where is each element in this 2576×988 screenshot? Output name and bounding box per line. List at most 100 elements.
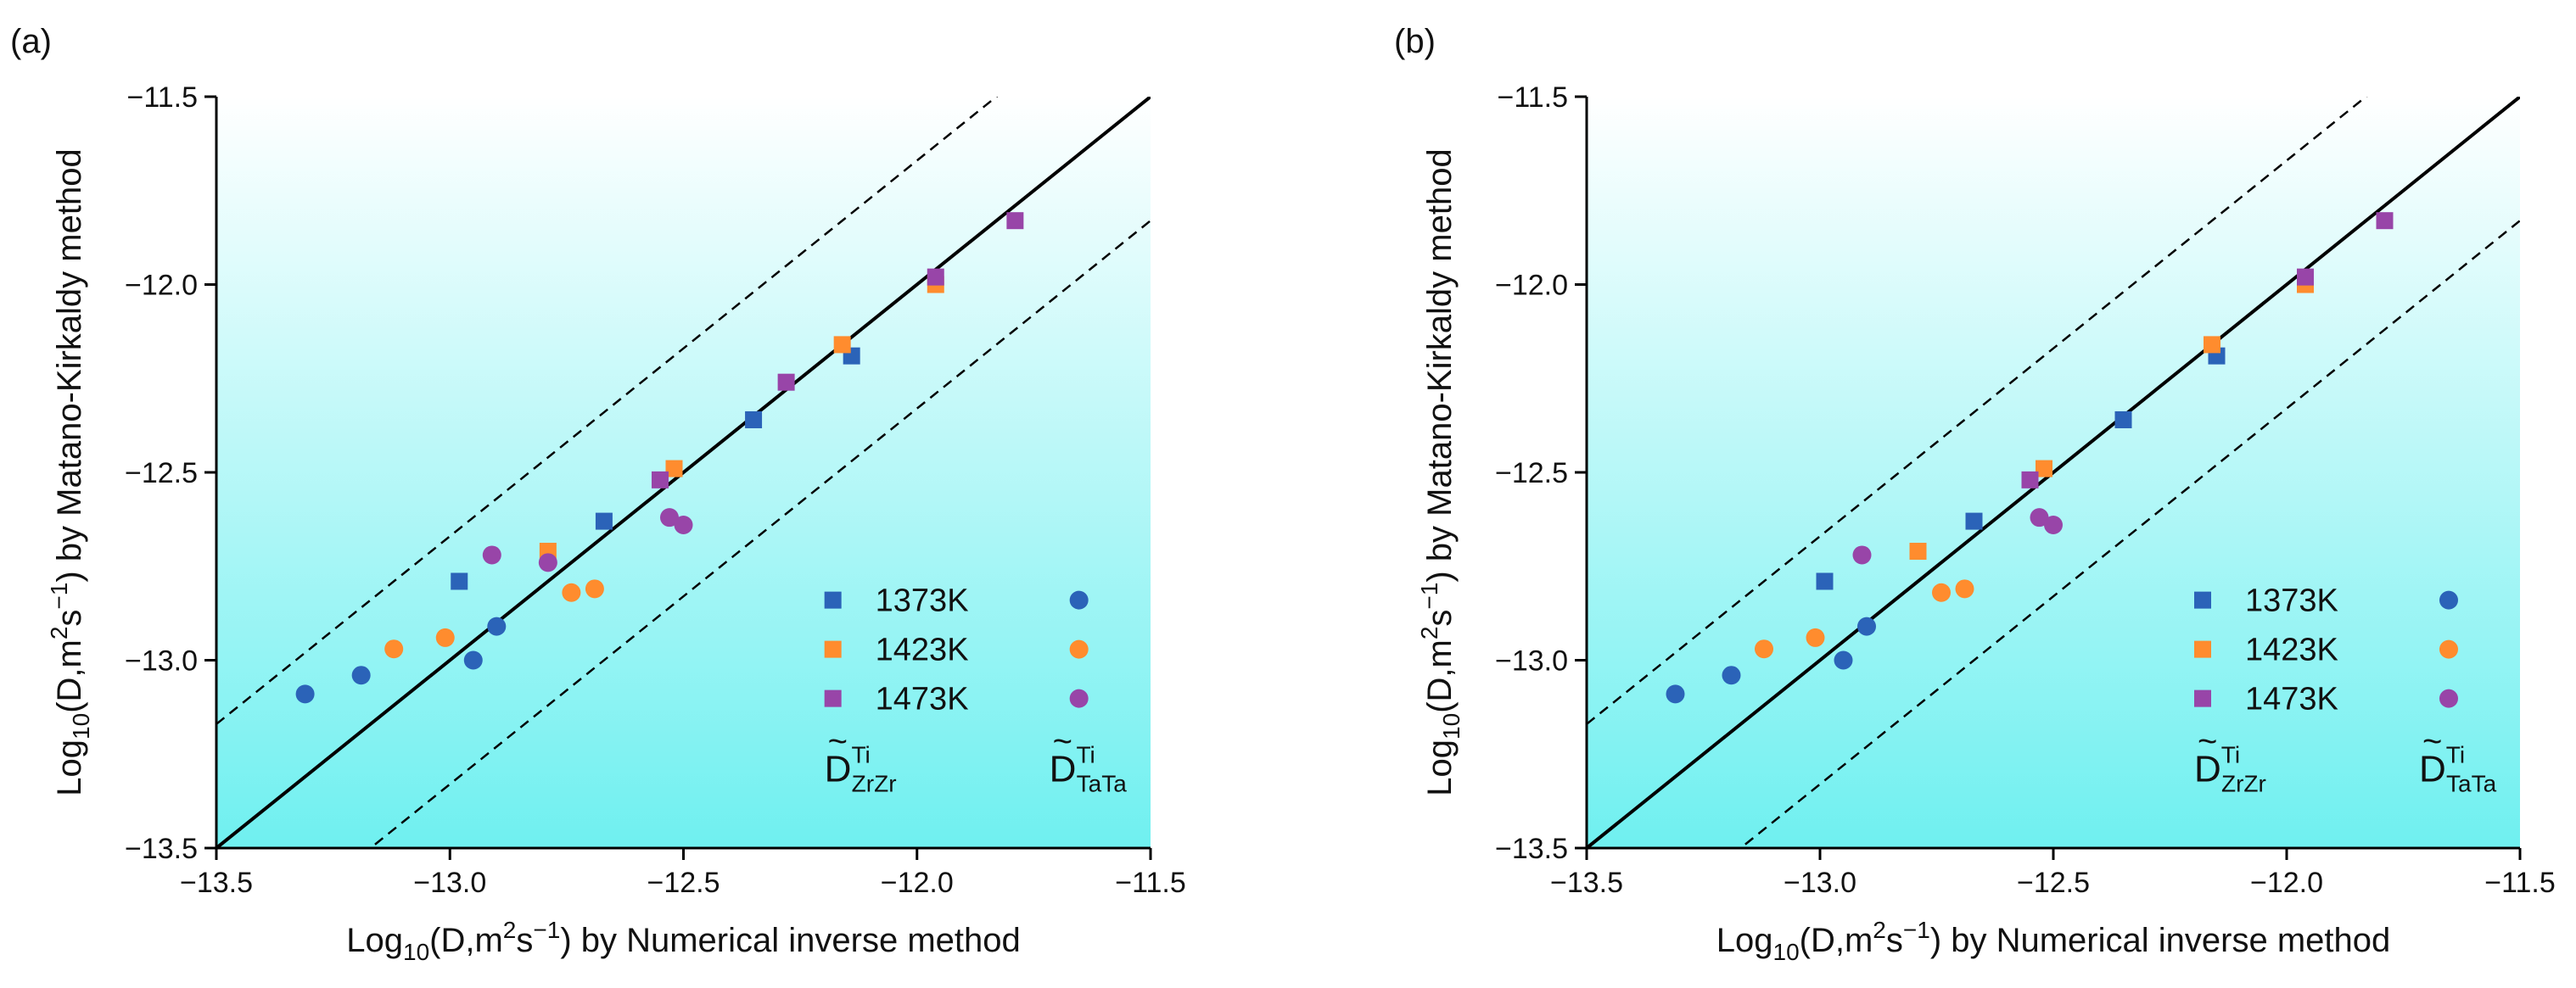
axis-label-suffix: ) by Matano-Kirkaldy method [1421, 148, 1459, 582]
data-point-square-1373K [1965, 512, 1983, 530]
x-tick-label: −13.5 [180, 867, 253, 899]
data-point-square-1373K [451, 572, 468, 590]
x-tick-label: −12.0 [2250, 867, 2323, 899]
data-point-square-1423K [2204, 336, 2220, 354]
axis-label-mid: (D,m [429, 922, 503, 959]
axis-label-subscript: 10 [1438, 713, 1464, 740]
x-tick-label: −11.5 [1115, 867, 1186, 899]
axis-label-mid: (D,m [1800, 922, 1873, 959]
data-point-square-1473K [2297, 268, 2314, 286]
data-point-circle-1473K [2030, 508, 2049, 527]
data-point-circle-1423K [435, 628, 455, 647]
x-axis-title: Log10(D,m2s−1) by Numerical inverse meth… [346, 917, 1020, 965]
axis-label-prefix: Log [1716, 922, 1773, 959]
x-tick-label: −12.5 [647, 867, 720, 899]
axis-label-superscript: −1 [1416, 583, 1442, 610]
data-point-circle-1423K [1955, 579, 1974, 599]
axis-label-superscript: 2 [1873, 917, 1886, 943]
data-point-circle-1473K [674, 516, 693, 535]
data-point-circle-1473K [538, 553, 557, 572]
legend-symbol-zrzr-sub: ZrZr [852, 771, 897, 797]
legend-square-1423K [2194, 640, 2211, 658]
legend-symbol-tata: DTi TaTa [1050, 742, 1128, 797]
legend-circle-1373K [1069, 590, 1089, 610]
data-point-circle-1473K [659, 508, 679, 527]
data-point-square-1423K [2036, 460, 2052, 477]
axis-label-mid: (D,m [51, 639, 88, 713]
axis-label-superscript: −1 [1903, 917, 1930, 943]
legend-square-1423K [824, 640, 842, 658]
x-tick-label: −13.0 [413, 867, 486, 899]
legend-symbol-tata-sup: Ti [1076, 742, 1095, 768]
legend-symbol-tata: DTi TaTa [2419, 742, 2497, 797]
axis-label-mid: s [51, 610, 88, 627]
panel-label: (b) [1394, 23, 1436, 60]
axis-label-subscript: 10 [68, 713, 94, 740]
parity-line [216, 97, 1151, 848]
data-point-square-1473K [2021, 471, 2039, 488]
x-tick-label: −11.5 [2484, 867, 2556, 899]
error-band-line [1587, 97, 2368, 725]
x-tick-label: −13.0 [1784, 867, 1856, 899]
legend-circle-1423K [1069, 639, 1089, 659]
data-point-circle-1423K [585, 579, 604, 599]
x-tick-label: −13.5 [1550, 867, 1623, 899]
legend-label: 1423K [876, 633, 969, 668]
axis-label-suffix: ) by Numerical inverse method [1930, 922, 2390, 959]
legend-symbol-tata-sup: Ti [2446, 742, 2465, 768]
axis-label-superscript: 2 [1416, 627, 1442, 640]
y-tick-label: −13.0 [125, 645, 198, 678]
legend-square-1473K [2194, 689, 2211, 707]
legend-symbol-tata-main: D [1050, 749, 1077, 790]
axis-label-suffix: ) by Numerical inverse method [560, 922, 1020, 959]
legend-circle-1373K [2439, 590, 2458, 610]
chart-panel-a: −13.5 −13.0 −12.5 −12.0 −11.5 −13.5 −13.0 −12.5… [10, 23, 1186, 965]
y-tick-label: −12.5 [1495, 457, 1568, 489]
legend-symbol-zrzr: DTi ZrZr [825, 742, 897, 797]
legend-symbol-tata-tilde: ~ [1053, 723, 1072, 761]
legend-symbol-zrzr-tilde: ~ [828, 723, 848, 761]
legend-symbol-zrzr: DTi ZrZr [2194, 742, 2266, 797]
data-point-circle-1373K [1666, 684, 1685, 704]
y-tick-label: −11.5 [1497, 81, 1568, 114]
legend-symbol-zrzr-tilde: ~ [2198, 723, 2217, 761]
data-point-circle-1423K [562, 583, 581, 602]
data-point-circle-1373K [351, 666, 371, 685]
data-point-square-1473K [2376, 212, 2394, 230]
data-point-circle-1473K [2044, 516, 2063, 535]
y-axis-title: Log10(D,m2s−1) by Matano-Kirkaldy method [46, 148, 94, 795]
data-point-square-1373K [2114, 410, 2132, 428]
data-point-circle-1423K [1932, 583, 1951, 602]
y-tick-label: −13.5 [125, 833, 198, 865]
error-band-line [368, 220, 1151, 848]
y-tick-label: −12.0 [1495, 270, 1568, 302]
legend-label: 1373K [2245, 583, 2338, 619]
axis-label-mid: s [1421, 610, 1459, 627]
data-point-square-1373K [745, 410, 763, 428]
legend-circle-1473K [2439, 689, 2458, 708]
legend-symbol-tata-tilde: ~ [2422, 723, 2442, 761]
y-tick-label: −11.5 [126, 81, 198, 114]
data-point-circle-1473K [482, 545, 501, 565]
legend-label: 1473K [876, 682, 969, 717]
x-axis-title: Log10(D,m2s−1) by Numerical inverse meth… [1716, 917, 2390, 965]
data-point-square-1423K [1909, 543, 1927, 561]
legend-symbol-zrzr-main: D [2194, 749, 2221, 790]
legend-square-1373K [824, 591, 842, 609]
data-point-square-1373K [595, 512, 613, 530]
data-point-circle-1423K [384, 639, 404, 659]
axis-label-subscript: 10 [1773, 939, 1800, 965]
axis-label-prefix: Log [1421, 740, 1459, 796]
data-point-circle-1373K [487, 617, 507, 636]
axis-label-prefix: Log [346, 922, 403, 959]
data-point-circle-1373K [295, 684, 315, 704]
parity-line [1587, 97, 2520, 848]
error-band-line [1739, 220, 2520, 848]
x-tick-label: −12.0 [881, 867, 954, 899]
legend-symbol-zrzr-main: D [825, 749, 852, 790]
data-point-square-1423K [665, 460, 683, 477]
axis-label-superscript: −1 [46, 583, 72, 610]
axis-label-superscript: 2 [46, 627, 72, 640]
axis-label-superscript: −1 [533, 917, 560, 943]
